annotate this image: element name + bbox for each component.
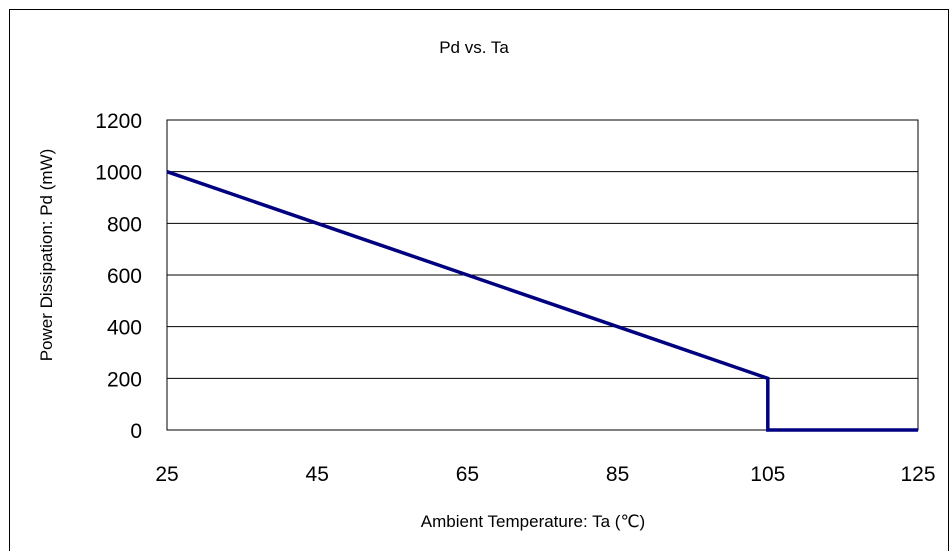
- series-line: [166, 170, 918, 432]
- chart-frame: [9, 9, 949, 551]
- y-axis-label: Power Dissipation: Pd (mW): [37, 149, 56, 362]
- y-tick-label: 800: [107, 213, 142, 236]
- x-tick-label: 65: [456, 463, 479, 486]
- y-tick-label: 600: [107, 265, 142, 288]
- x-tick-labels: 25 45 65 85 105 125: [155, 463, 935, 486]
- x-tick-label: 85: [606, 463, 629, 486]
- y-tick-label: 400: [107, 317, 142, 340]
- y-tick-label: 200: [107, 368, 142, 391]
- x-tick-label: 105: [750, 463, 785, 486]
- grid-lines: [167, 171, 918, 379]
- x-tick-label: 25: [155, 463, 178, 486]
- x-tick-label: 45: [306, 463, 329, 486]
- y-tick-labels: 0 200 400 600 800 1000 1200: [95, 110, 142, 443]
- x-axis-label: Ambient Temperature: Ta (℃): [421, 512, 645, 531]
- y-tick-label: 0: [130, 420, 142, 443]
- y-tick-label: 1200: [95, 110, 142, 133]
- plot-area: [166, 119, 919, 431]
- y-tick-label: 1000: [95, 162, 142, 185]
- chart-title: Pd vs. Ta: [439, 38, 509, 57]
- x-tick-label: 125: [900, 463, 935, 486]
